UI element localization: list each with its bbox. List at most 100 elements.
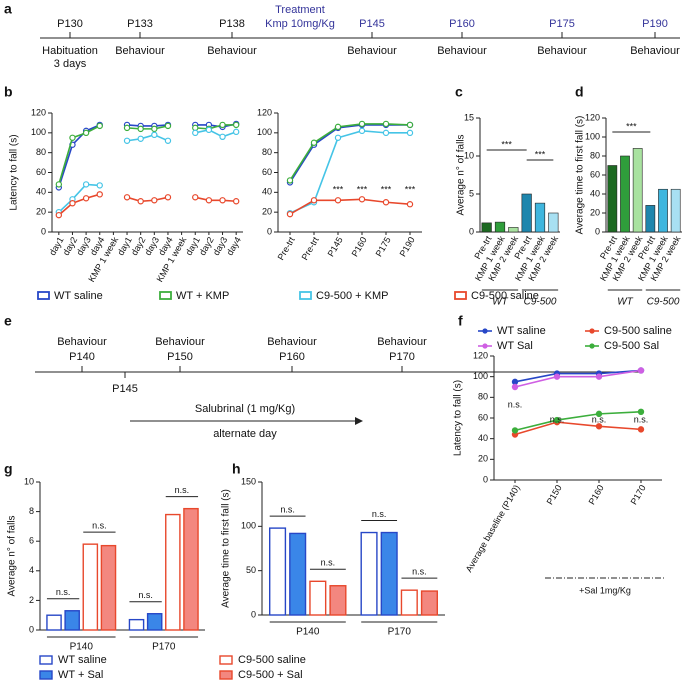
y-tick-label: 60	[262, 167, 272, 177]
y-tick-label: 6	[29, 536, 34, 546]
annotation: n.s.	[175, 485, 190, 495]
data-point	[219, 133, 226, 140]
y-tick-label: 4	[29, 565, 34, 575]
timepoint-note: Behaviour	[155, 336, 205, 348]
bar	[481, 222, 492, 233]
legend-swatch	[299, 291, 312, 300]
panel-letter: c	[455, 84, 463, 100]
annotation: n.s.	[634, 414, 649, 424]
legend-swatch	[219, 655, 233, 665]
legend-label: WT saline	[54, 290, 103, 302]
legend-label: WT + KMP	[176, 290, 229, 302]
x-tick-label: P170	[152, 642, 176, 653]
bar	[64, 610, 80, 631]
treatment-label: Treatment	[275, 4, 325, 16]
y-tick-label: 20	[36, 207, 46, 217]
legend-label: WT saline	[58, 654, 107, 666]
data-point	[232, 198, 240, 205]
y-tick-label: 80	[590, 150, 600, 160]
y-tick-label: 40	[36, 187, 46, 197]
bar	[100, 544, 117, 631]
x-tick-label: P150	[545, 483, 564, 506]
panel-letter: h	[232, 461, 241, 477]
y-tick-label: 120	[257, 107, 272, 117]
timepoint-note: Behaviour	[437, 45, 487, 57]
annotation: n.s.	[372, 509, 387, 519]
bar	[548, 212, 559, 233]
legend-label: C9-500 + Sal	[238, 669, 303, 681]
annotation: n.s.	[508, 399, 523, 409]
group-label: C9-500	[647, 297, 680, 308]
bar	[82, 543, 99, 631]
legend-swatch	[219, 670, 233, 680]
bar	[632, 148, 643, 233]
data-point	[55, 181, 63, 188]
bar	[46, 614, 62, 631]
series-line	[514, 411, 642, 432]
panel-letter: f	[458, 313, 463, 329]
data-point	[137, 125, 144, 133]
data-point	[358, 120, 366, 128]
timepoint-label: P160	[279, 351, 305, 363]
series-line	[289, 130, 410, 214]
y-tick-label: 0	[41, 226, 46, 236]
bar	[128, 618, 145, 631]
data-point	[192, 194, 199, 201]
series-line	[514, 369, 642, 383]
timepoint-label: P145	[359, 18, 385, 30]
y-tick-label: 0	[29, 624, 34, 634]
timepoint-label: P170	[389, 351, 415, 363]
data-point	[205, 126, 213, 134]
y-tick-label: 150	[241, 476, 256, 486]
panel-letter: e	[4, 313, 12, 329]
bar	[289, 532, 307, 616]
y-axis-label: Latency to fall (s)	[453, 380, 464, 456]
data-point	[96, 182, 103, 189]
legend-label: C9-500 saline	[238, 654, 306, 666]
group-label: WT	[492, 297, 508, 308]
annotation: n.s.	[592, 414, 607, 424]
x-tick-label: P140	[70, 642, 94, 653]
y-tick-label: 8	[29, 506, 34, 516]
data-point	[192, 129, 199, 137]
data-point	[151, 125, 158, 133]
data-point	[151, 197, 158, 204]
series-line	[58, 129, 237, 213]
annotation: n.s.	[321, 558, 336, 568]
timepoint-note: Behaviour	[267, 336, 317, 348]
data-point	[358, 196, 366, 203]
bar	[670, 188, 681, 233]
y-tick-label: 20	[262, 207, 272, 217]
bar	[607, 165, 618, 233]
panel-letter: a	[4, 1, 12, 17]
data-point	[286, 210, 294, 218]
y-tick-label: 80	[478, 392, 488, 402]
x-tick-label: P170	[629, 483, 648, 506]
y-tick-label: 120	[473, 350, 488, 360]
data-point	[310, 139, 318, 146]
y-tick-label: 50	[246, 565, 256, 575]
x-tick-label: P175	[374, 235, 393, 258]
y-tick-label: 5	[469, 188, 474, 198]
bar	[380, 531, 398, 616]
data-point	[382, 120, 390, 128]
group-label: C9-500	[524, 297, 557, 308]
bar	[420, 590, 438, 616]
data-point	[406, 129, 414, 137]
bar	[658, 188, 668, 233]
timepoint-label: P130	[57, 18, 83, 30]
data-point	[595, 410, 603, 418]
annotation: n.s.	[56, 587, 71, 597]
data-point	[637, 426, 645, 433]
legend-marker	[482, 328, 488, 334]
annotation: ***	[501, 139, 512, 149]
y-axis-label: Average n° of falls	[7, 515, 18, 596]
series-line	[58, 124, 237, 185]
data-point	[286, 177, 294, 184]
y-tick-label: 60	[36, 167, 46, 177]
data-point	[382, 129, 390, 137]
timepoint-label: P190	[642, 18, 668, 30]
data-point	[382, 199, 390, 206]
x-tick-label: P190	[398, 235, 417, 258]
bar	[309, 580, 327, 616]
